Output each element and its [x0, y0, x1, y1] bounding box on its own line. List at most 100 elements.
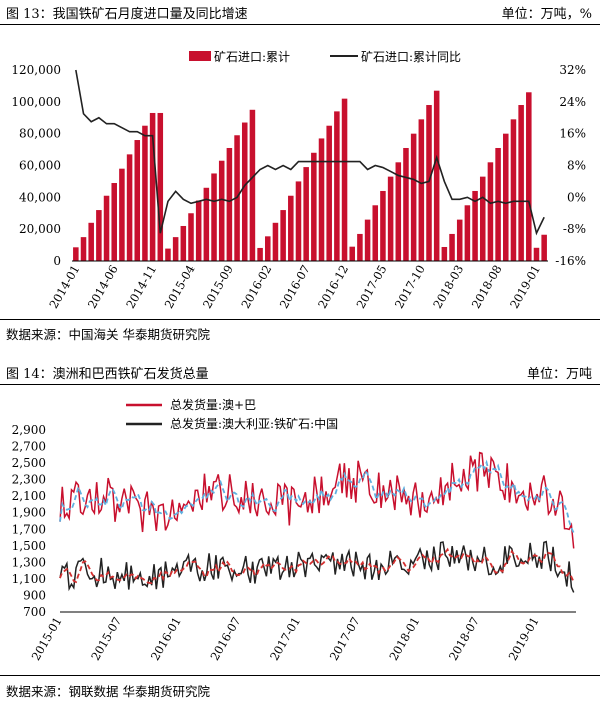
- x-tick-label: 2018-01: [386, 615, 422, 663]
- import-bar: [334, 111, 340, 261]
- x-tick-label: 2015-04: [162, 263, 198, 311]
- y-tick-label: 1,700: [12, 522, 46, 536]
- import-bar: [541, 234, 547, 261]
- import-bar: [487, 162, 494, 261]
- x-tick-label: 2017-01: [267, 615, 303, 663]
- import-bar: [380, 190, 386, 261]
- import-bar: [341, 98, 348, 262]
- import-bar: [280, 210, 286, 261]
- import-bar: [510, 119, 517, 261]
- y-left-tick-label: 20,000: [19, 222, 61, 236]
- import-bar: [464, 205, 471, 261]
- y-left-tick-label: 40,000: [19, 190, 61, 204]
- legend-label-australia: 总发货量:澳大利亚:铁矿石:中国: [170, 416, 338, 431]
- import-bar: [165, 248, 171, 261]
- import-bar: [103, 195, 110, 261]
- x-tick-label: 2015-09: [200, 263, 236, 311]
- legend-bar-label: 矿石进口:累计: [214, 50, 290, 64]
- yoy-line: [75, 69, 545, 236]
- legend-line-label: 矿石进口:累计同比: [361, 50, 461, 64]
- import-bar: [241, 122, 248, 261]
- import-bar: [195, 200, 202, 261]
- y-left-tick-label: 0: [53, 254, 61, 268]
- import-bar: [364, 219, 371, 261]
- import-bar: [311, 152, 317, 261]
- import-bar: [495, 147, 501, 261]
- y-left-tick-label: 100,000: [11, 95, 61, 109]
- import-bar: [403, 147, 409, 261]
- import-bar: [257, 247, 263, 261]
- y-right-tick-label: 8%: [567, 159, 586, 173]
- y-tick-label: 2,300: [12, 473, 46, 487]
- series-total-line: [59, 451, 575, 549]
- legend-label-total: 总发货量:澳+巴: [170, 397, 256, 412]
- import-bar: [533, 247, 540, 261]
- x-tick-label: 2017-07: [327, 615, 363, 663]
- import-bar: [134, 140, 141, 261]
- import-bar: [518, 105, 524, 262]
- import-bar: [80, 237, 87, 262]
- import-bar: [503, 133, 509, 261]
- x-tick-label: 2016-07: [277, 263, 313, 311]
- series-australia-line: [59, 540, 575, 593]
- import-bar: [479, 176, 486, 261]
- y-left-tick-label: 120,000: [11, 63, 61, 77]
- import-bar: [357, 233, 363, 261]
- import-bar: [126, 154, 133, 261]
- y-tick-label: 1,100: [12, 572, 46, 586]
- figure13-source: 数据来源：中国海关 华泰期货研究院: [6, 327, 210, 342]
- figure13-top-rule: [0, 24, 600, 25]
- x-tick-label: 2019-01: [507, 263, 543, 311]
- y-tick-label: 2,700: [12, 440, 46, 454]
- import-bar: [73, 247, 79, 261]
- import-bar: [211, 173, 217, 261]
- y-tick-label: 700: [23, 605, 46, 619]
- x-tick-label: 2018-07: [446, 615, 482, 663]
- y-right-tick-label: 0%: [567, 190, 586, 204]
- y-tick-label: 2,900: [12, 423, 46, 437]
- figure13-chart: 矿石进口:累计 矿石进口:累计同比 0 20,000 40,000 60,000 80,00…: [11, 50, 586, 311]
- import-bar: [111, 183, 117, 261]
- import-bar: [426, 105, 432, 262]
- import-bar: [172, 237, 179, 262]
- series-total-trend: [59, 459, 575, 534]
- series-australia-trend: [59, 547, 575, 584]
- figure14-bottom-rule: [0, 675, 600, 676]
- import-bar: [449, 233, 455, 261]
- figure14-header: 图 14：澳洲和巴西铁矿石发货总量 单位：万吨: [0, 360, 600, 382]
- import-bar: [433, 90, 440, 261]
- y-tick-label: 900: [23, 588, 46, 602]
- y-tick-label: 2,100: [12, 489, 46, 503]
- x-tick-label: 2014-01: [46, 263, 82, 311]
- import-bar: [418, 119, 425, 261]
- import-bar: [288, 195, 294, 261]
- legend-bar-swatch: [189, 51, 211, 61]
- y-tick-label: 2,500: [12, 456, 46, 470]
- import-bar: [395, 162, 402, 261]
- figure14-top-rule: [0, 384, 600, 385]
- import-bar: [318, 138, 325, 261]
- x-tick-label: 2016-07: [207, 615, 243, 663]
- x-tick-label: 2016-12: [315, 263, 351, 311]
- figure14-unit: 单位：万吨: [526, 367, 592, 382]
- y-tick-label: 1,900: [12, 506, 46, 520]
- import-bar: [326, 125, 332, 262]
- import-bar: [349, 246, 355, 261]
- import-bar: [441, 246, 448, 261]
- y-right-tick-label: -8%: [563, 222, 586, 236]
- figure14-source: 数据来源：钢联数据 华泰期货研究院: [6, 684, 210, 699]
- import-bar: [303, 167, 309, 261]
- x-tick-label: 2014-11: [123, 263, 159, 311]
- import-bar: [96, 210, 102, 261]
- import-bar: [203, 187, 210, 261]
- import-bar: [526, 92, 532, 261]
- x-tick-label: 2017-05: [354, 263, 390, 311]
- y-tick-label: 1,500: [12, 539, 46, 553]
- import-bar: [265, 236, 271, 261]
- y-left-tick-label: 80,000: [19, 127, 61, 141]
- import-bar: [372, 205, 379, 261]
- import-bar: [88, 222, 94, 261]
- x-tick-label: 2017-10: [392, 263, 428, 311]
- import-bar: [472, 190, 478, 261]
- y-right-tick-label: 16%: [559, 127, 586, 141]
